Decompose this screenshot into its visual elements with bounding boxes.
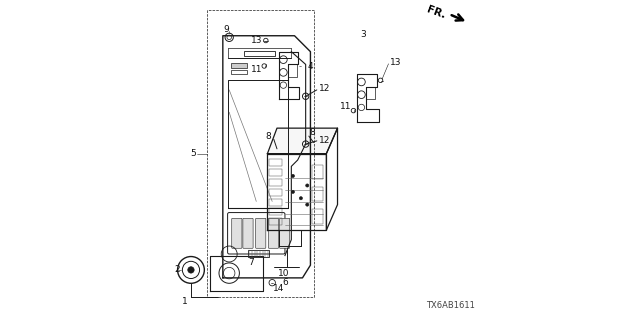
Text: 4: 4	[307, 61, 313, 70]
Circle shape	[300, 197, 303, 200]
Text: 2: 2	[175, 265, 180, 275]
Polygon shape	[268, 128, 337, 154]
Text: 11: 11	[340, 102, 351, 111]
Circle shape	[291, 174, 294, 178]
Text: 10: 10	[278, 268, 289, 278]
Text: 12: 12	[319, 136, 331, 145]
Text: 13: 13	[250, 36, 262, 45]
FancyBboxPatch shape	[280, 218, 290, 248]
FancyBboxPatch shape	[243, 218, 253, 248]
Circle shape	[306, 203, 309, 206]
Circle shape	[188, 267, 194, 273]
Text: 8: 8	[266, 132, 271, 140]
Text: 1: 1	[182, 297, 188, 306]
Text: 6: 6	[282, 278, 288, 287]
Text: 11: 11	[250, 65, 262, 74]
FancyBboxPatch shape	[232, 218, 242, 248]
Text: 5: 5	[190, 149, 196, 158]
Text: FR.: FR.	[425, 5, 447, 21]
Text: 7: 7	[248, 258, 254, 267]
Text: 9: 9	[223, 25, 229, 34]
Text: 13: 13	[390, 58, 401, 67]
Text: 8: 8	[310, 128, 316, 137]
Text: 14: 14	[273, 284, 284, 292]
Text: 12: 12	[319, 84, 331, 93]
Text: TX6AB1611: TX6AB1611	[426, 301, 474, 310]
FancyBboxPatch shape	[231, 63, 246, 68]
Circle shape	[291, 190, 294, 194]
Text: 3: 3	[360, 30, 366, 39]
FancyBboxPatch shape	[268, 218, 278, 248]
FancyBboxPatch shape	[255, 218, 266, 248]
Circle shape	[306, 184, 309, 187]
